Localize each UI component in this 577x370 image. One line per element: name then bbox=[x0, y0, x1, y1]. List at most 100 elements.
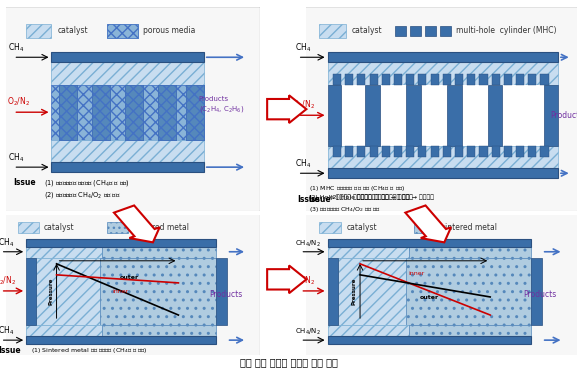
Bar bbox=[394, 146, 402, 157]
Text: O$_2$/N$_2$: O$_2$/N$_2$ bbox=[292, 275, 315, 287]
Text: Products: Products bbox=[550, 111, 577, 120]
Text: inner: inner bbox=[409, 271, 425, 276]
Bar bbox=[328, 336, 531, 344]
Bar bbox=[102, 247, 216, 258]
Bar bbox=[443, 74, 451, 85]
Bar bbox=[440, 26, 451, 36]
Text: sintered metal: sintered metal bbox=[133, 222, 189, 232]
Bar bbox=[357, 146, 365, 157]
Text: O$_2$/N$_2$: O$_2$/N$_2$ bbox=[7, 95, 30, 108]
Bar bbox=[51, 85, 204, 139]
Bar bbox=[26, 24, 51, 38]
Bar bbox=[320, 222, 341, 233]
Text: CH$_4$: CH$_4$ bbox=[295, 42, 311, 54]
Bar bbox=[528, 146, 537, 157]
Text: CH$_4$: CH$_4$ bbox=[0, 236, 14, 249]
Bar bbox=[504, 146, 512, 157]
Bar bbox=[186, 85, 204, 139]
Bar bbox=[467, 146, 475, 157]
Text: CH$_4$: CH$_4$ bbox=[0, 324, 14, 337]
Bar bbox=[216, 258, 227, 325]
Bar bbox=[26, 258, 36, 325]
Bar bbox=[328, 247, 409, 258]
Bar bbox=[328, 168, 558, 178]
Text: CH$_4$: CH$_4$ bbox=[295, 158, 311, 170]
Bar bbox=[488, 85, 503, 146]
Bar bbox=[158, 85, 176, 139]
Bar bbox=[51, 139, 204, 162]
Text: Issue: Issue bbox=[0, 346, 21, 355]
Bar bbox=[328, 146, 558, 168]
Bar bbox=[36, 258, 100, 325]
Bar bbox=[479, 74, 488, 85]
Text: Products: Products bbox=[209, 290, 242, 299]
Bar bbox=[338, 258, 406, 325]
Text: (1) Sintered metal 내부 기상반응 (CH$_4$의 역 침투): (1) Sintered metal 내부 기상반응 (CH$_4$의 역 침투… bbox=[31, 346, 148, 355]
Text: (1) MHC 내부에서의 기상 반응 (CH$_4$의 역 침투): (1) MHC 내부에서의 기상 반응 (CH$_4$의 역 침투) bbox=[309, 184, 404, 194]
Text: 산소 분산 공급식 반응기 설계 수정: 산소 분산 공급식 반응기 설계 수정 bbox=[239, 357, 338, 367]
Bar bbox=[479, 146, 488, 157]
Text: catalyst: catalyst bbox=[346, 222, 377, 232]
Bar bbox=[26, 239, 216, 247]
Text: catalyst: catalyst bbox=[352, 26, 383, 35]
Bar bbox=[100, 258, 216, 325]
Bar bbox=[186, 85, 204, 139]
Bar bbox=[492, 146, 500, 157]
Text: multi-hole  cylinder (MHC): multi-hole cylinder (MHC) bbox=[456, 26, 557, 35]
Bar bbox=[406, 85, 421, 146]
FancyArrow shape bbox=[267, 95, 306, 123]
Bar bbox=[320, 24, 346, 38]
FancyBboxPatch shape bbox=[305, 214, 577, 356]
Bar bbox=[447, 85, 462, 146]
Bar bbox=[158, 85, 176, 139]
Bar bbox=[406, 146, 414, 157]
Bar bbox=[341, 85, 545, 146]
FancyBboxPatch shape bbox=[305, 7, 577, 212]
Bar bbox=[125, 85, 143, 139]
Bar bbox=[528, 74, 537, 85]
Text: (2) Hole 근처에서 산소고농도영역 형성 → 기상반응: (2) Hole 근처에서 산소고농도영역 형성 → 기상반응 bbox=[330, 195, 434, 200]
Bar bbox=[531, 258, 542, 325]
Bar bbox=[516, 74, 524, 85]
Bar bbox=[414, 222, 436, 233]
Bar bbox=[545, 85, 558, 146]
Bar bbox=[541, 74, 549, 85]
Bar bbox=[418, 74, 426, 85]
Bar bbox=[410, 26, 421, 36]
Bar bbox=[409, 325, 531, 336]
Bar bbox=[51, 162, 204, 172]
FancyArrow shape bbox=[406, 205, 451, 242]
Text: (2) Hole 근처에서 산소고농도영역 형성 → 기상반응: (2) Hole 근처에서 산소고농도영역 형성 → 기상반응 bbox=[309, 195, 413, 200]
Bar bbox=[406, 74, 414, 85]
Bar bbox=[107, 222, 128, 233]
Bar bbox=[406, 258, 531, 325]
Bar bbox=[382, 74, 390, 85]
Bar bbox=[418, 146, 426, 157]
FancyBboxPatch shape bbox=[5, 7, 260, 212]
Bar bbox=[102, 325, 216, 336]
Bar bbox=[443, 146, 451, 157]
Bar bbox=[92, 85, 110, 139]
Text: (2) 고온부에서의 CH$_4$/O$_2$ 분리 문제: (2) 고온부에서의 CH$_4$/O$_2$ 분리 문제 bbox=[44, 189, 121, 199]
Text: CH$_4$/N$_2$: CH$_4$/N$_2$ bbox=[295, 327, 321, 337]
Bar bbox=[369, 146, 378, 157]
Bar bbox=[345, 74, 353, 85]
Bar bbox=[26, 325, 102, 336]
Bar bbox=[26, 247, 102, 258]
Bar bbox=[59, 85, 77, 139]
Bar bbox=[328, 239, 531, 247]
FancyArrow shape bbox=[267, 266, 306, 293]
Text: porous media: porous media bbox=[143, 26, 195, 35]
Bar bbox=[425, 26, 436, 36]
Bar bbox=[328, 325, 409, 336]
Bar bbox=[357, 74, 365, 85]
Text: Issue: Issue bbox=[298, 195, 320, 204]
Bar bbox=[430, 146, 439, 157]
Text: outer: outer bbox=[419, 295, 439, 300]
Text: outer: outer bbox=[120, 275, 139, 280]
Bar bbox=[107, 24, 138, 38]
Text: Products: Products bbox=[523, 290, 556, 299]
Text: Issue: Issue bbox=[309, 195, 331, 204]
Bar bbox=[51, 62, 204, 85]
Text: catalyst: catalyst bbox=[44, 222, 74, 232]
